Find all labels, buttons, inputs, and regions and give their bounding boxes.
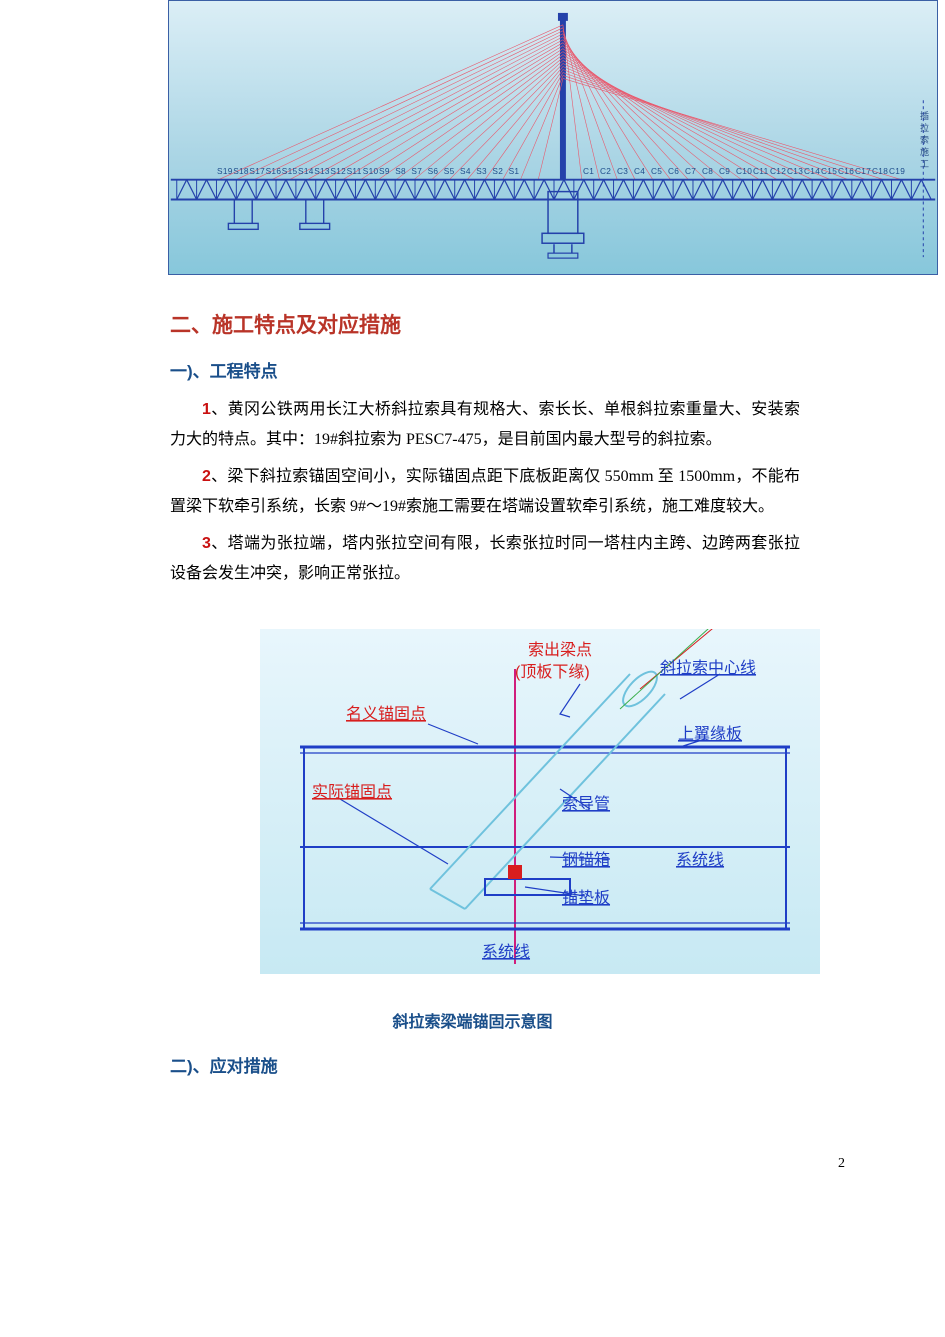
paragraph-3: 3、塔端为张拉端，塔内张拉空间有限，长索张拉时同一塔柱内主跨、边跨两套张拉设备会… [170, 529, 800, 590]
label-mingyi: 名义锚固点 [346, 705, 426, 723]
section2-2-heading: 二)、应对措施 [170, 1050, 800, 1084]
label-dingban: (顶板下缘) [515, 663, 590, 681]
section2-heading: 二、施工特点及对应措施 [170, 305, 800, 347]
para1-num: 1 [202, 401, 211, 418]
label-shangyi: 上翼缘板 [678, 725, 742, 743]
para3-num: 3 [202, 535, 211, 552]
label-suochudian: 索出梁点 [528, 641, 592, 659]
paragraph-1: 1、黄冈公铁两用长江大桥斜拉索具有规格大、索长长、单根斜拉索重量大、安装索力大的… [170, 395, 800, 456]
section2-1-heading: 一)、工程特点 [170, 355, 800, 389]
para2-text: 、梁下斜拉索锚固空间小，实际锚固点距下底板距离仅 550mm 至 1500mm，… [170, 468, 800, 515]
para2-num: 2 [202, 468, 211, 485]
right-vertical-label: 插拉索施工 [918, 111, 931, 171]
label-maodiaoban: 锚垫板 [562, 889, 610, 907]
anchorage-detail-figure: 索出梁点 (顶板下缘) 名义锚固点 实际锚固点 索导管 钢锚箱 锚垫板 系统线 … [260, 629, 820, 974]
para1-text: 、黄冈公铁两用长江大桥斜拉索具有规格大、索长长、单根斜拉索重量大、安装索力大的特… [170, 401, 800, 448]
bridge-elevation-figure: S19S18S17S16S15S14S13S12S11S10S9S8S7S6S5… [168, 0, 938, 275]
page-number: 2 [0, 1156, 945, 1172]
label-xitongxian1: 系统线 [676, 851, 724, 869]
bridge-svg [169, 1, 937, 274]
label-xitongxian2: 系统线 [482, 943, 530, 961]
label-shiji: 实际锚固点 [312, 783, 392, 801]
label-suodaoguan: 索导管 [562, 795, 610, 813]
label-xielasuo: 斜拉索中心线 [660, 659, 756, 677]
para3-text: 、塔端为张拉端，塔内张拉空间有限，长索张拉时同一塔柱内主跨、边跨两套张拉设备会发… [170, 535, 800, 582]
figure2-caption: 斜拉索梁端锚固示意图 [0, 1008, 945, 1032]
label-gangmaoxiang: 钢锚箱 [562, 851, 610, 869]
paragraph-2: 2、梁下斜拉索锚固空间小，实际锚固点距下底板距离仅 550mm 至 1500mm… [170, 462, 800, 523]
anchorage-svg: 索出梁点 (顶板下缘) 名义锚固点 实际锚固点 索导管 钢锚箱 锚垫板 系统线 … [260, 629, 820, 974]
